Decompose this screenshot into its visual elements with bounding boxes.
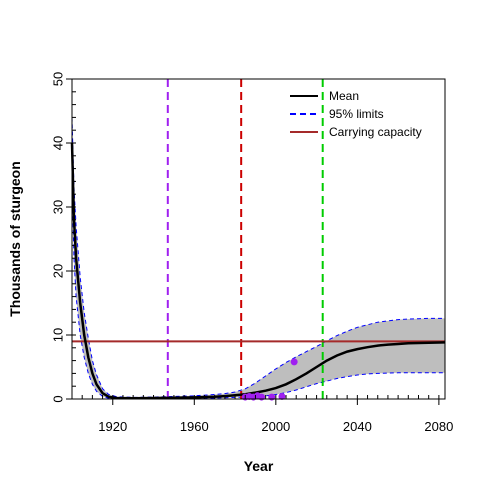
x-tick-label: 1920 xyxy=(98,419,127,434)
x-axis: 1920 1960 2000 2040 2080 xyxy=(71,395,453,434)
plot-frame xyxy=(71,78,446,400)
x-tick-label: 1960 xyxy=(180,419,209,434)
legend-label-carrying-capacity: Carrying capacity xyxy=(329,125,422,139)
observation-point xyxy=(278,392,286,400)
x-tick-label: 2000 xyxy=(261,419,290,434)
legend: Mean 95% limits Carrying capacity xyxy=(290,89,422,139)
legend-label-limits: 95% limits xyxy=(329,107,384,121)
y-tick-label: 0 xyxy=(51,395,66,402)
x-tick-label: 2040 xyxy=(343,419,372,434)
upper-limit-line xyxy=(71,117,445,398)
plot-area xyxy=(70,79,446,401)
observation-point xyxy=(268,393,276,401)
reference-lines xyxy=(166,79,324,399)
confidence-band xyxy=(72,117,445,399)
x-tick-label: 2080 xyxy=(424,419,453,434)
y-tick-label: 10 xyxy=(51,328,66,342)
y-tick-label: 40 xyxy=(51,136,66,150)
y-tick-label: 20 xyxy=(51,264,66,278)
observation-point xyxy=(290,358,298,366)
y-axis: 0 10 20 30 40 50 xyxy=(51,72,76,403)
x-axis-title: Year xyxy=(244,458,274,474)
y-tick-label: 50 xyxy=(51,72,66,86)
lower-limit-line xyxy=(71,181,445,400)
y-axis-title: Thousands of sturgeon xyxy=(7,161,23,317)
y-tick-label: 30 xyxy=(51,200,66,214)
legend-label-mean: Mean xyxy=(329,89,359,103)
observation-point xyxy=(258,393,266,401)
